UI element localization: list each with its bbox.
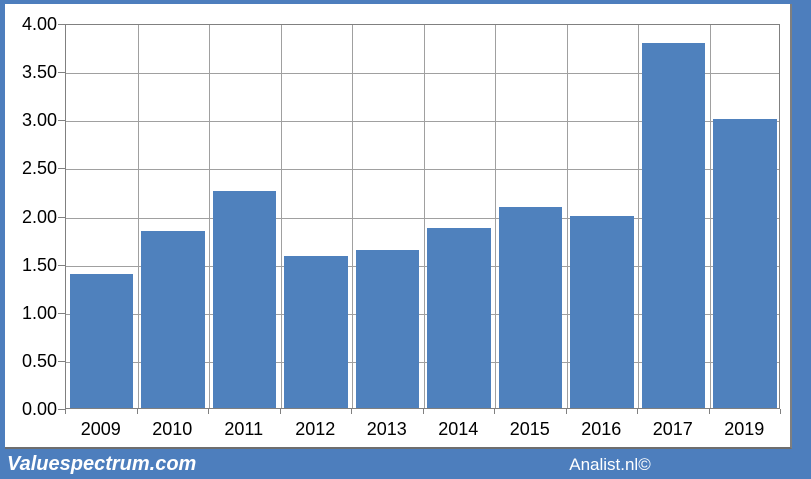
x-tick-mark — [494, 409, 495, 414]
x-tick-label: 2019 — [724, 419, 765, 439]
x-tick-label: 2017 — [652, 419, 693, 439]
y-tick-mark — [58, 24, 65, 25]
x-tick-mark — [208, 409, 209, 414]
x-tick-mark — [708, 409, 710, 414]
y-tick-mark — [58, 264, 65, 266]
y-tick-label: 2.50 — [21, 158, 57, 179]
x-tick-label: 2016 — [581, 419, 622, 439]
gridline-horizontal — [66, 217, 779, 219]
y-tick-mark — [58, 72, 65, 74]
gridline-vertical — [709, 25, 711, 408]
gridline-vertical — [280, 25, 282, 408]
gridline-vertical — [352, 25, 353, 408]
gridline-vertical — [566, 25, 568, 408]
y-tick-label: 3.50 — [21, 62, 57, 83]
x-tick-mark — [565, 409, 567, 414]
footer-brand: Valuespectrum.com — [7, 453, 197, 475]
gridline-horizontal — [66, 361, 779, 363]
bar-2012 — [284, 255, 348, 408]
y-tick-mark — [58, 120, 65, 122]
x-tick-mark — [65, 409, 66, 414]
x-tick-label: 2009 — [80, 419, 121, 439]
bar-2014 — [427, 228, 491, 408]
y-tick-label: 0.50 — [21, 350, 57, 371]
gridline-vertical — [209, 25, 210, 408]
bar-2013 — [355, 250, 420, 408]
gridline-vertical — [137, 25, 139, 408]
x-tick-mark — [136, 409, 138, 414]
x-tick-mark — [637, 409, 638, 414]
x-tick-mark — [279, 409, 281, 414]
y-tick-mark — [58, 409, 65, 410]
y-tick-mark — [58, 216, 65, 218]
bar-2015 — [498, 206, 563, 408]
gridline-vertical — [495, 25, 496, 408]
x-tick-label: 2014 — [438, 419, 479, 439]
x-tick-label: 2011 — [224, 419, 264, 439]
gridline-vertical — [423, 25, 425, 408]
gridline-horizontal — [66, 313, 779, 315]
y-tick-mark — [58, 360, 65, 362]
gridline-horizontal — [66, 121, 779, 123]
x-tick-mark — [422, 409, 424, 414]
x-tick-label: 2015 — [509, 419, 550, 439]
y-tick-label: 2.00 — [21, 206, 57, 227]
y-tick-label: 0.00 — [21, 399, 57, 419]
x-tick-mark — [780, 409, 781, 414]
y-tick-mark — [58, 312, 65, 314]
chart-panel: 0.00 0.50 1.00 1.50 2.00 2.50 3.00 3.50 4.00 200… — [5, 4, 792, 449]
gridline-horizontal — [66, 73, 779, 75]
bar-2009 — [69, 274, 134, 408]
x-tick-mark — [351, 409, 352, 414]
y-tick-label: 1.00 — [21, 302, 57, 323]
bar-2017 — [641, 43, 706, 408]
y-tick-label: 4.00 — [21, 14, 57, 34]
gridline-vertical — [638, 25, 639, 408]
x-tick-label: 2012 — [295, 419, 336, 439]
footer-credit: Analist.nl© — [569, 455, 651, 474]
bar-2010 — [141, 230, 205, 408]
y-tick-label: 3.00 — [21, 110, 57, 131]
x-tick-label: 2013 — [366, 419, 407, 439]
bar-2011 — [212, 191, 277, 408]
y-tick-mark — [58, 168, 65, 170]
bar-2019 — [713, 119, 777, 408]
gridline-horizontal — [66, 169, 779, 171]
gridline-horizontal — [66, 265, 779, 267]
x-tick-label: 2010 — [152, 419, 193, 439]
y-tick-label: 1.50 — [21, 254, 57, 275]
bar-2016 — [570, 215, 634, 408]
plot-area — [65, 24, 780, 409]
